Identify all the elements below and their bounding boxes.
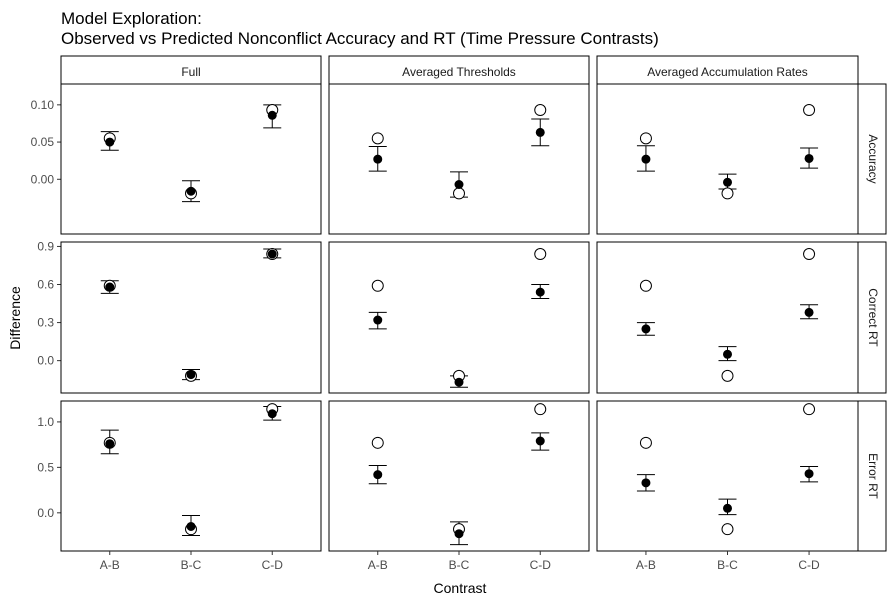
observed-point	[186, 370, 196, 380]
predicted-point	[371, 436, 384, 449]
column-strip-label: Averaged Thresholds	[402, 65, 516, 79]
column-strip-label: Averaged Accumulation Rates	[647, 65, 808, 79]
observed-point	[186, 521, 196, 531]
column-strip-label: Full	[181, 65, 200, 79]
x-tick-label: C-D	[262, 558, 284, 572]
predicted-point	[803, 104, 816, 117]
predicted-point	[721, 187, 734, 200]
x-tick-label: A-B	[368, 558, 388, 572]
observed-point	[454, 179, 464, 189]
predicted-point	[721, 369, 734, 382]
observed-point	[723, 177, 732, 187]
predicted-point	[453, 187, 465, 200]
row-strip	[857, 83, 887, 235]
facet-panel	[60, 83, 322, 235]
row-strip-label: Correct RT	[866, 288, 880, 347]
observed-point	[535, 127, 545, 137]
y-tick-label: 0.3	[37, 316, 54, 330]
predicted-point	[534, 403, 547, 416]
column-strip	[596, 55, 859, 85]
chart-title-line1: Model Exploration:	[61, 9, 202, 28]
observed-point	[723, 503, 732, 513]
x-tick-label: C-D	[798, 558, 820, 572]
observed-point	[454, 529, 464, 539]
facet-panel	[328, 241, 590, 394]
observed-point	[535, 436, 545, 446]
row-strip-label: Error RT	[866, 453, 880, 499]
observed-point	[804, 307, 814, 317]
observed-point	[267, 249, 277, 259]
observed-point	[105, 439, 115, 449]
x-tick-label: B-C	[181, 558, 202, 572]
predicted-point	[639, 436, 652, 449]
facet-panel	[328, 83, 590, 235]
predicted-point	[534, 248, 547, 261]
y-tick-label: 0.9	[37, 239, 54, 253]
row-strip-label: Accuracy	[866, 134, 880, 183]
observed-point	[186, 186, 196, 196]
observed-point	[267, 409, 277, 419]
y-tick-label: 0.05	[31, 135, 55, 149]
y-tick-label: 0.0	[37, 506, 54, 520]
observed-point	[804, 153, 814, 163]
y-tick-label: 0.10	[31, 98, 55, 112]
predicted-point	[803, 248, 816, 261]
y-tick-label: 0.5	[37, 460, 54, 474]
y-tick-label: 0.0	[37, 354, 54, 368]
chart-title-line2: Observed vs Predicted Nonconflict Accura…	[61, 29, 659, 48]
observed-point	[535, 287, 545, 297]
observed-point	[105, 137, 115, 147]
observed-point	[641, 324, 651, 334]
observed-point	[723, 349, 732, 359]
predicted-point	[534, 104, 547, 117]
predicted-point	[639, 279, 652, 292]
x-tick-label: B-C	[449, 558, 470, 572]
predicted-point	[639, 132, 652, 145]
observed-point	[373, 154, 383, 164]
observed-point	[804, 469, 814, 479]
facet-panel	[596, 241, 859, 394]
x-tick-label: A-B	[100, 558, 120, 572]
column-strip	[60, 55, 322, 85]
y-tick-label: 0.00	[31, 172, 55, 186]
observed-point	[267, 110, 277, 120]
facet-grid: Full Averaged Thresholds Averaged Accumula…	[31, 55, 887, 572]
y-tick-label: 1.0	[37, 415, 54, 429]
observed-point	[373, 470, 383, 480]
predicted-point	[371, 132, 384, 145]
predicted-point	[803, 403, 816, 416]
x-axis-title: Contrast	[434, 580, 487, 596]
x-tick-label: A-B	[636, 558, 656, 572]
row-strip	[857, 241, 887, 394]
observed-point	[641, 154, 651, 164]
facet-panel	[60, 241, 322, 394]
predicted-point	[721, 523, 734, 536]
facet-panel	[596, 83, 859, 235]
x-tick-label: C-D	[530, 558, 552, 572]
x-tick-label: B-C	[717, 558, 738, 572]
y-tick-label: 0.6	[37, 278, 54, 292]
observed-point	[373, 315, 383, 325]
observed-point	[641, 478, 651, 488]
y-axis-title: Difference	[7, 286, 23, 350]
observed-point	[105, 282, 115, 292]
predicted-point	[371, 279, 384, 292]
column-strip	[328, 55, 590, 85]
observed-point	[454, 377, 464, 387]
